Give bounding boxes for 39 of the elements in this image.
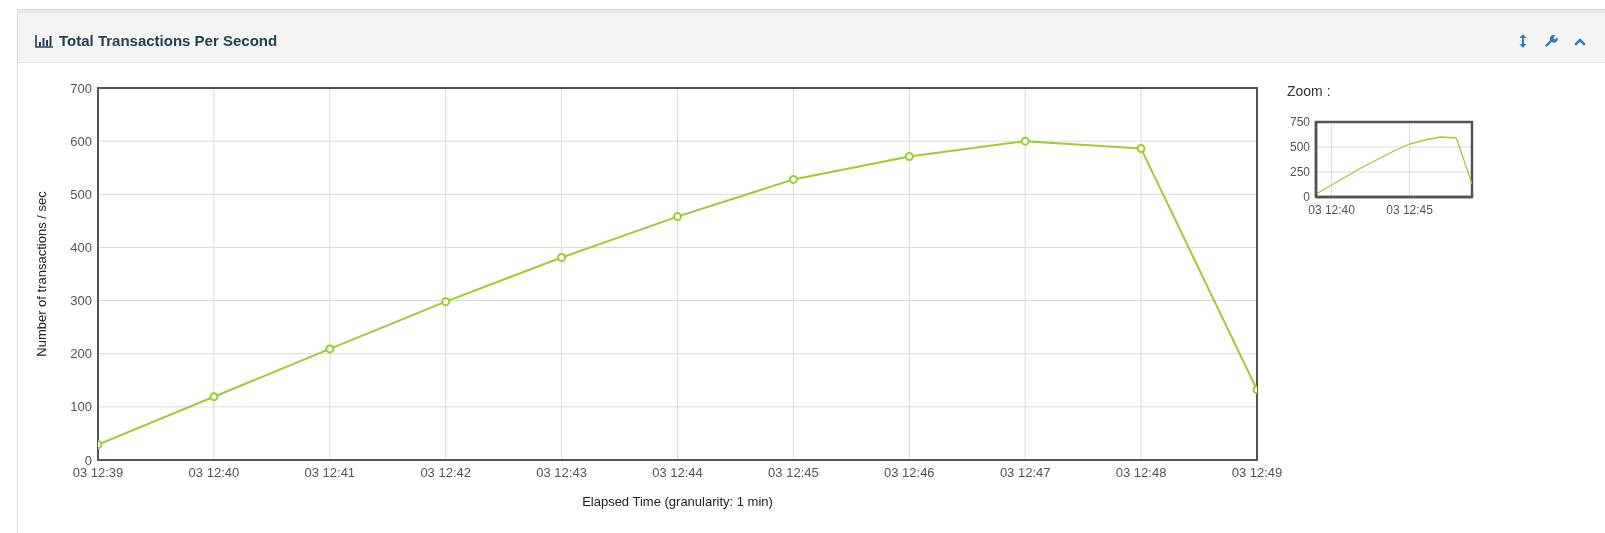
x-tick-label: 03 12:45 <box>1386 202 1434 217</box>
point <box>441 297 451 307</box>
x-tick-label: 03 12:45 <box>768 465 819 481</box>
y-tick-label: 0 <box>84 452 92 468</box>
y-tick-label: 500 <box>1289 140 1311 155</box>
point <box>1136 144 1146 154</box>
x-axis-title: Elapsed Time (granularity: 1 min) <box>582 494 773 509</box>
x-tick-label: 03 12:46 <box>884 465 935 481</box>
point <box>904 152 914 162</box>
chart-title: Zoom : <box>1287 83 1331 99</box>
x-tick-label: 03 12:39 <box>72 465 124 481</box>
y-tick-label: 700 <box>70 80 92 96</box>
y-axis-title: Number of transactions / sec <box>33 190 49 357</box>
point <box>673 212 682 222</box>
y-tick-label: 300 <box>70 293 92 309</box>
line-series <box>1316 136 1472 195</box>
y-tick-label: 400 <box>70 240 92 256</box>
y-tick-label: 600 <box>70 133 92 149</box>
x-tick-label: 03 12:40 <box>188 465 240 481</box>
point <box>557 253 567 263</box>
point <box>325 344 335 354</box>
x-tick-label: 03 12:44 <box>652 465 703 481</box>
x-tick-label: 03 12:42 <box>420 465 471 481</box>
x-tick-label: 03 12:40 <box>1308 202 1356 217</box>
x-tick-label: 03 12:49 <box>1231 465 1283 481</box>
y-tick-label: 100 <box>70 399 92 415</box>
point <box>1020 136 1030 146</box>
point <box>788 174 798 184</box>
x-tick-label: 03 12:41 <box>304 465 356 481</box>
y-tick-label: 750 <box>1289 115 1311 130</box>
y-tick-label: 250 <box>1289 165 1311 180</box>
y-tick-label: 0 <box>1303 190 1311 205</box>
point <box>209 392 219 402</box>
x-tick-label: 03 12:47 <box>999 465 1051 481</box>
y-tick-label: 200 <box>70 346 92 362</box>
y-tick-label: 500 <box>70 186 92 202</box>
x-tick-label: 03 12:48 <box>1115 465 1167 481</box>
x-tick-label: 03 12:43 <box>536 465 587 481</box>
chart-title: Total Transactions Per Second <box>59 32 278 49</box>
